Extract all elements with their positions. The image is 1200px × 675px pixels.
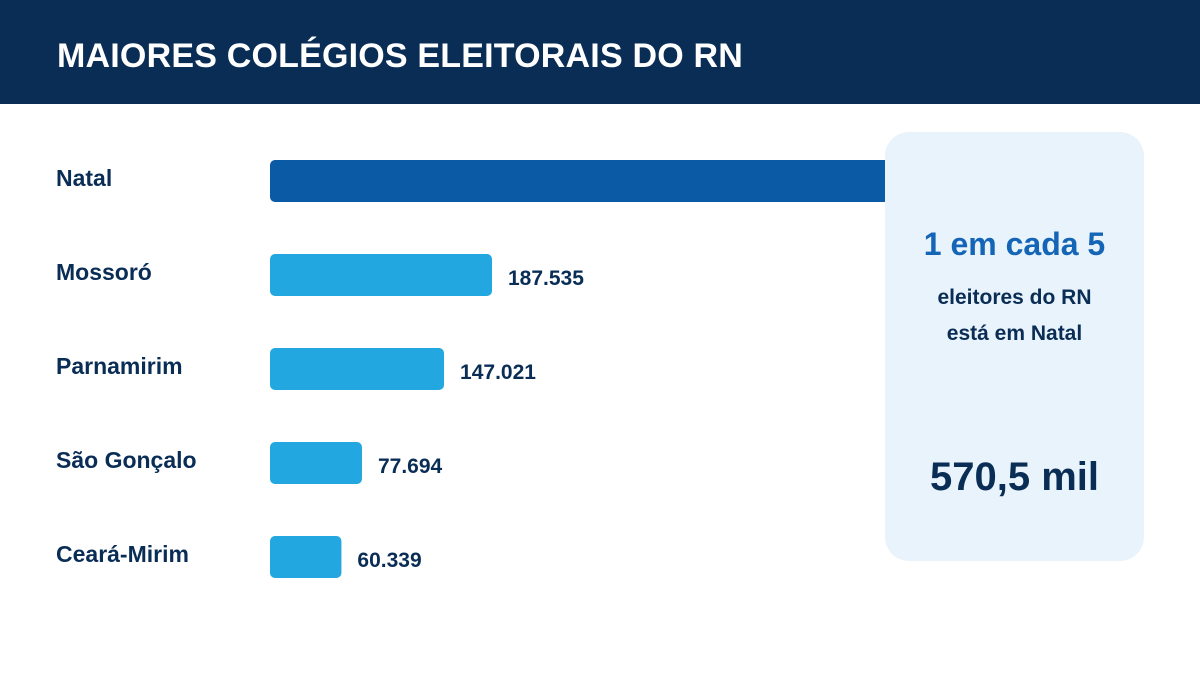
callout-panel: 1 em cada 5 eleitores do RN está em Nata… bbox=[885, 132, 1144, 561]
bar bbox=[270, 536, 342, 578]
callout-headline: 1 em cada 5 bbox=[923, 226, 1106, 262]
category-label: Ceará-Mirim bbox=[56, 541, 189, 567]
bar bbox=[270, 160, 946, 202]
bar bbox=[270, 254, 492, 296]
callout-text-line-1: eleitores do RN bbox=[937, 286, 1092, 309]
category-label: Parnamirim bbox=[56, 353, 183, 379]
chart-title: MAIORES COLÉGIOS ELEITORAIS DO RN bbox=[57, 37, 744, 75]
value-label: 147.021 bbox=[460, 361, 536, 384]
value-label: 60.339 bbox=[357, 549, 421, 572]
callout-total-value: 570,5 mil bbox=[929, 455, 1099, 499]
category-label: Natal bbox=[56, 165, 112, 191]
category-label: Mossoró bbox=[56, 259, 152, 285]
bar bbox=[270, 348, 445, 390]
value-label: 187.535 bbox=[508, 267, 584, 290]
category-label: São Gonçalo bbox=[56, 447, 197, 473]
callout-text-line-2: está em Natal bbox=[946, 322, 1083, 345]
header-bar: MAIORES COLÉGIOS ELEITORAIS DO RN bbox=[0, 0, 1200, 104]
bar bbox=[270, 442, 362, 484]
value-label: 77.694 bbox=[378, 455, 443, 478]
